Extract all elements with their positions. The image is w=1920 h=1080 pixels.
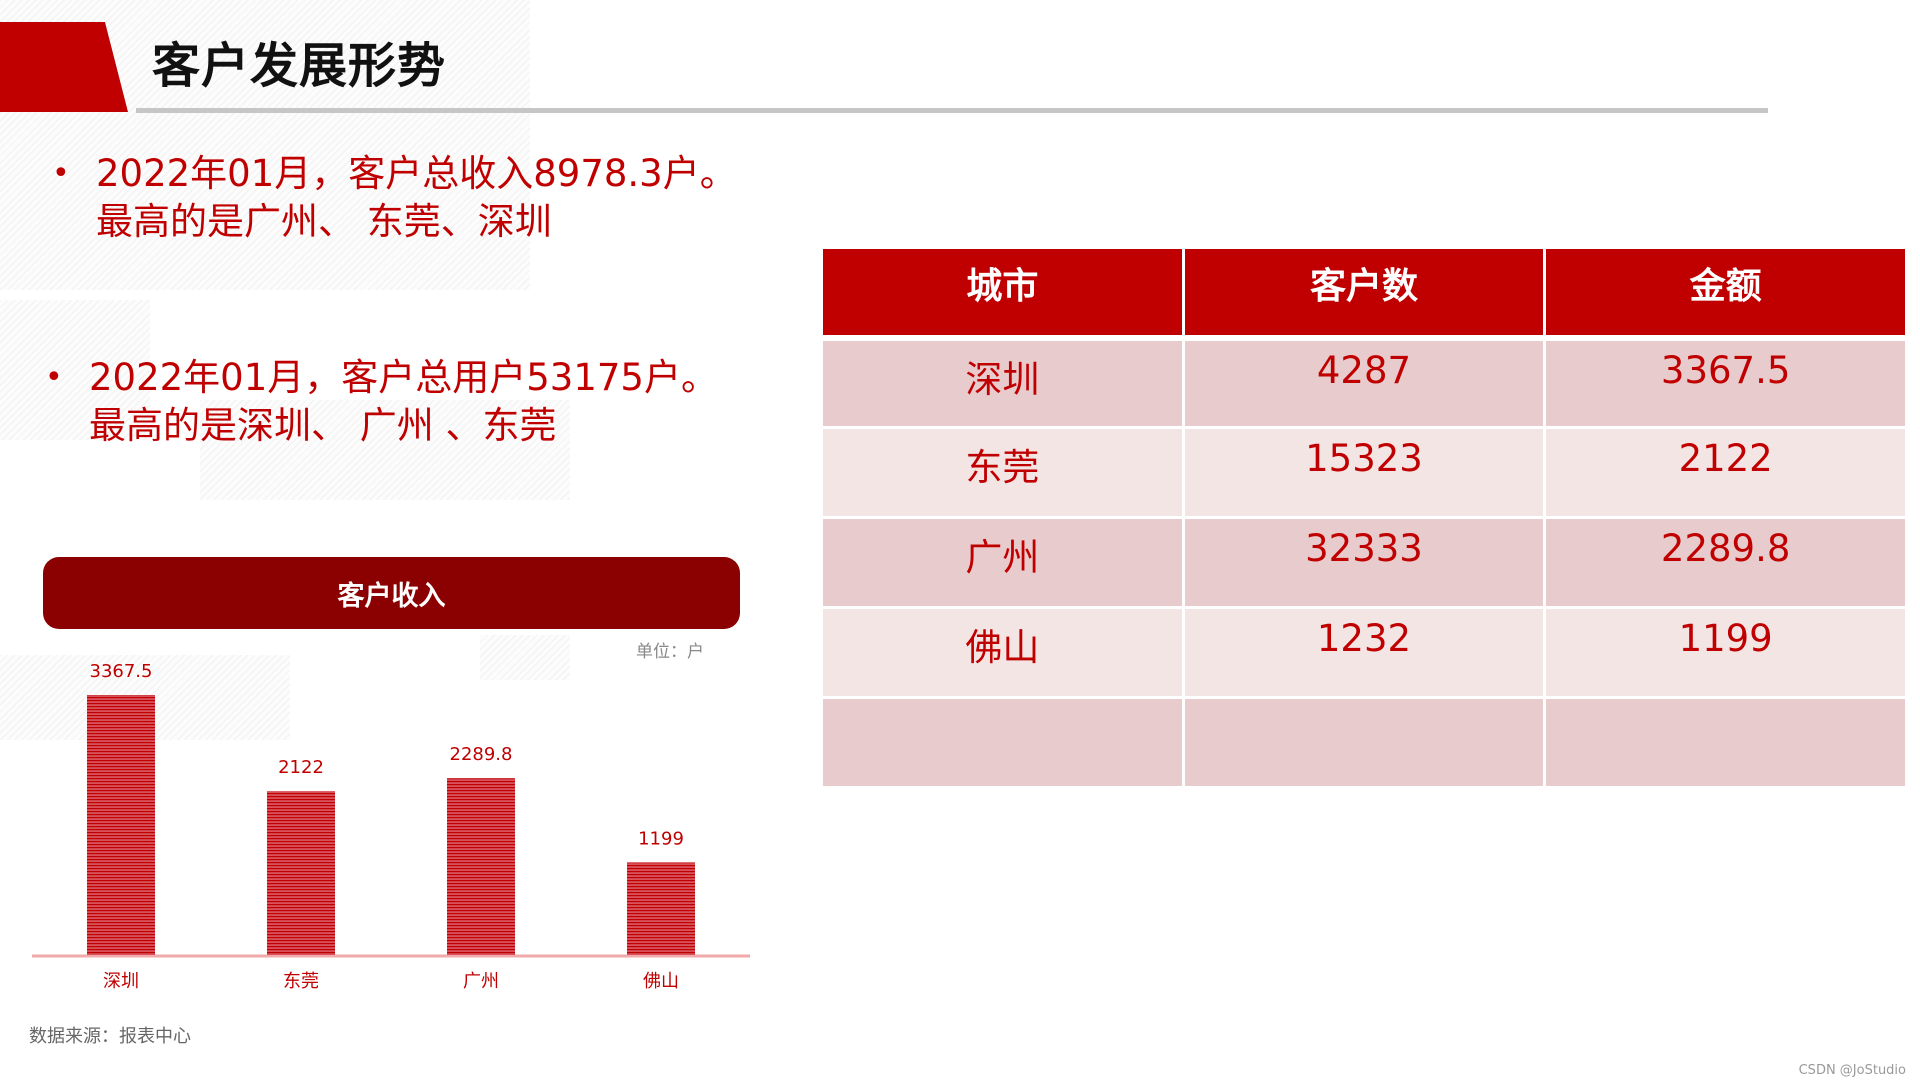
bar-value-label: 2289.8: [450, 744, 513, 765]
bar-value-label: 2122: [278, 757, 324, 778]
table-header-row: 城市 客户数 金额: [820, 246, 1908, 341]
chart-unit-label: 单位：户: [636, 642, 704, 662]
bar-深圳: [87, 695, 155, 955]
background-pattern: [0, 300, 150, 440]
bar-category-label: 佛山: [643, 971, 679, 992]
background-pattern: [480, 635, 570, 680]
table-cell-city: 深圳: [820, 336, 1185, 429]
bullet-revenue-line2: 最高的是广州、 东莞、深圳: [96, 200, 552, 243]
bar-广州: [447, 778, 515, 955]
table-cell-city: 广州: [820, 516, 1185, 609]
bar-value-label: 1199: [638, 828, 684, 849]
table-cell-city: 佛山: [820, 606, 1185, 699]
data-source-label: 数据来源：报表中心: [29, 1026, 191, 1047]
table-cell-amount: [1543, 696, 1908, 789]
bar-value-label: 3367.5: [90, 661, 153, 682]
table-row: 东莞 15323 2122: [820, 426, 1908, 519]
bar-佛山: [627, 862, 695, 955]
table-cell-amount: 2289.8: [1543, 516, 1908, 609]
table-header-amount: 金额: [1543, 246, 1908, 341]
title-accent-tab: [0, 22, 128, 112]
table-cell-amount: 3367.5: [1543, 336, 1908, 429]
table-cell-amount: 2122: [1543, 426, 1908, 519]
city-data-table: 城市 客户数 金额 深圳 4287 3367.5 东莞 15323 2122 广…: [820, 246, 1908, 789]
bullet-dot-icon: •: [45, 360, 63, 395]
table-header-city: 城市: [820, 246, 1185, 341]
bar-chart: 3367.5 深圳 2122 东莞 2289.8 广州 1199 佛山: [32, 661, 750, 992]
bullet-revenue: • 2022年01月，客户总收入8978.3户。 最高的是广州、 东莞、深圳: [52, 150, 737, 246]
background-pattern: [200, 400, 570, 500]
table-cell-customers: [1181, 696, 1547, 789]
table-cell-customers: 4287: [1181, 336, 1547, 429]
table-row-empty: [820, 696, 1908, 789]
bar-category-label: 东莞: [283, 971, 319, 992]
bar-东莞: [267, 791, 335, 955]
page-title: 客户发展形势: [152, 38, 447, 94]
watermark: CSDN @JoStudio: [1798, 1063, 1906, 1078]
bullet-revenue-line1: 2022年01月，客户总收入8978.3户。: [96, 152, 737, 195]
table-cell-customers: 15323: [1181, 426, 1547, 519]
bullet-dot-icon: •: [52, 156, 70, 191]
table-cell-city: 东莞: [820, 426, 1185, 519]
table-cell-customers: 1232: [1181, 606, 1547, 699]
table-row: 深圳 4287 3367.5: [820, 336, 1908, 429]
bar-category-label: 深圳: [103, 971, 139, 992]
table-cell-city: [820, 696, 1185, 789]
table-cell-customers: 32333: [1181, 516, 1547, 609]
bar-category-label: 广州: [463, 971, 499, 992]
table-header-customers: 客户数: [1181, 246, 1547, 341]
title-divider: [136, 108, 1768, 113]
chart-title-banner: 客户收入: [43, 557, 740, 629]
table-row: 佛山 1232 1199: [820, 606, 1908, 699]
table-cell-amount: 1199: [1543, 606, 1908, 699]
bullet-users-line1: 2022年01月，客户总用户53175户。: [89, 356, 718, 399]
table-row: 广州 32333 2289.8: [820, 516, 1908, 609]
bullet-users: • 2022年01月，客户总用户53175户。 最高的是深圳、 广州 、东莞: [45, 354, 718, 450]
bullet-users-line2: 最高的是深圳、 广州 、东莞: [89, 404, 557, 447]
